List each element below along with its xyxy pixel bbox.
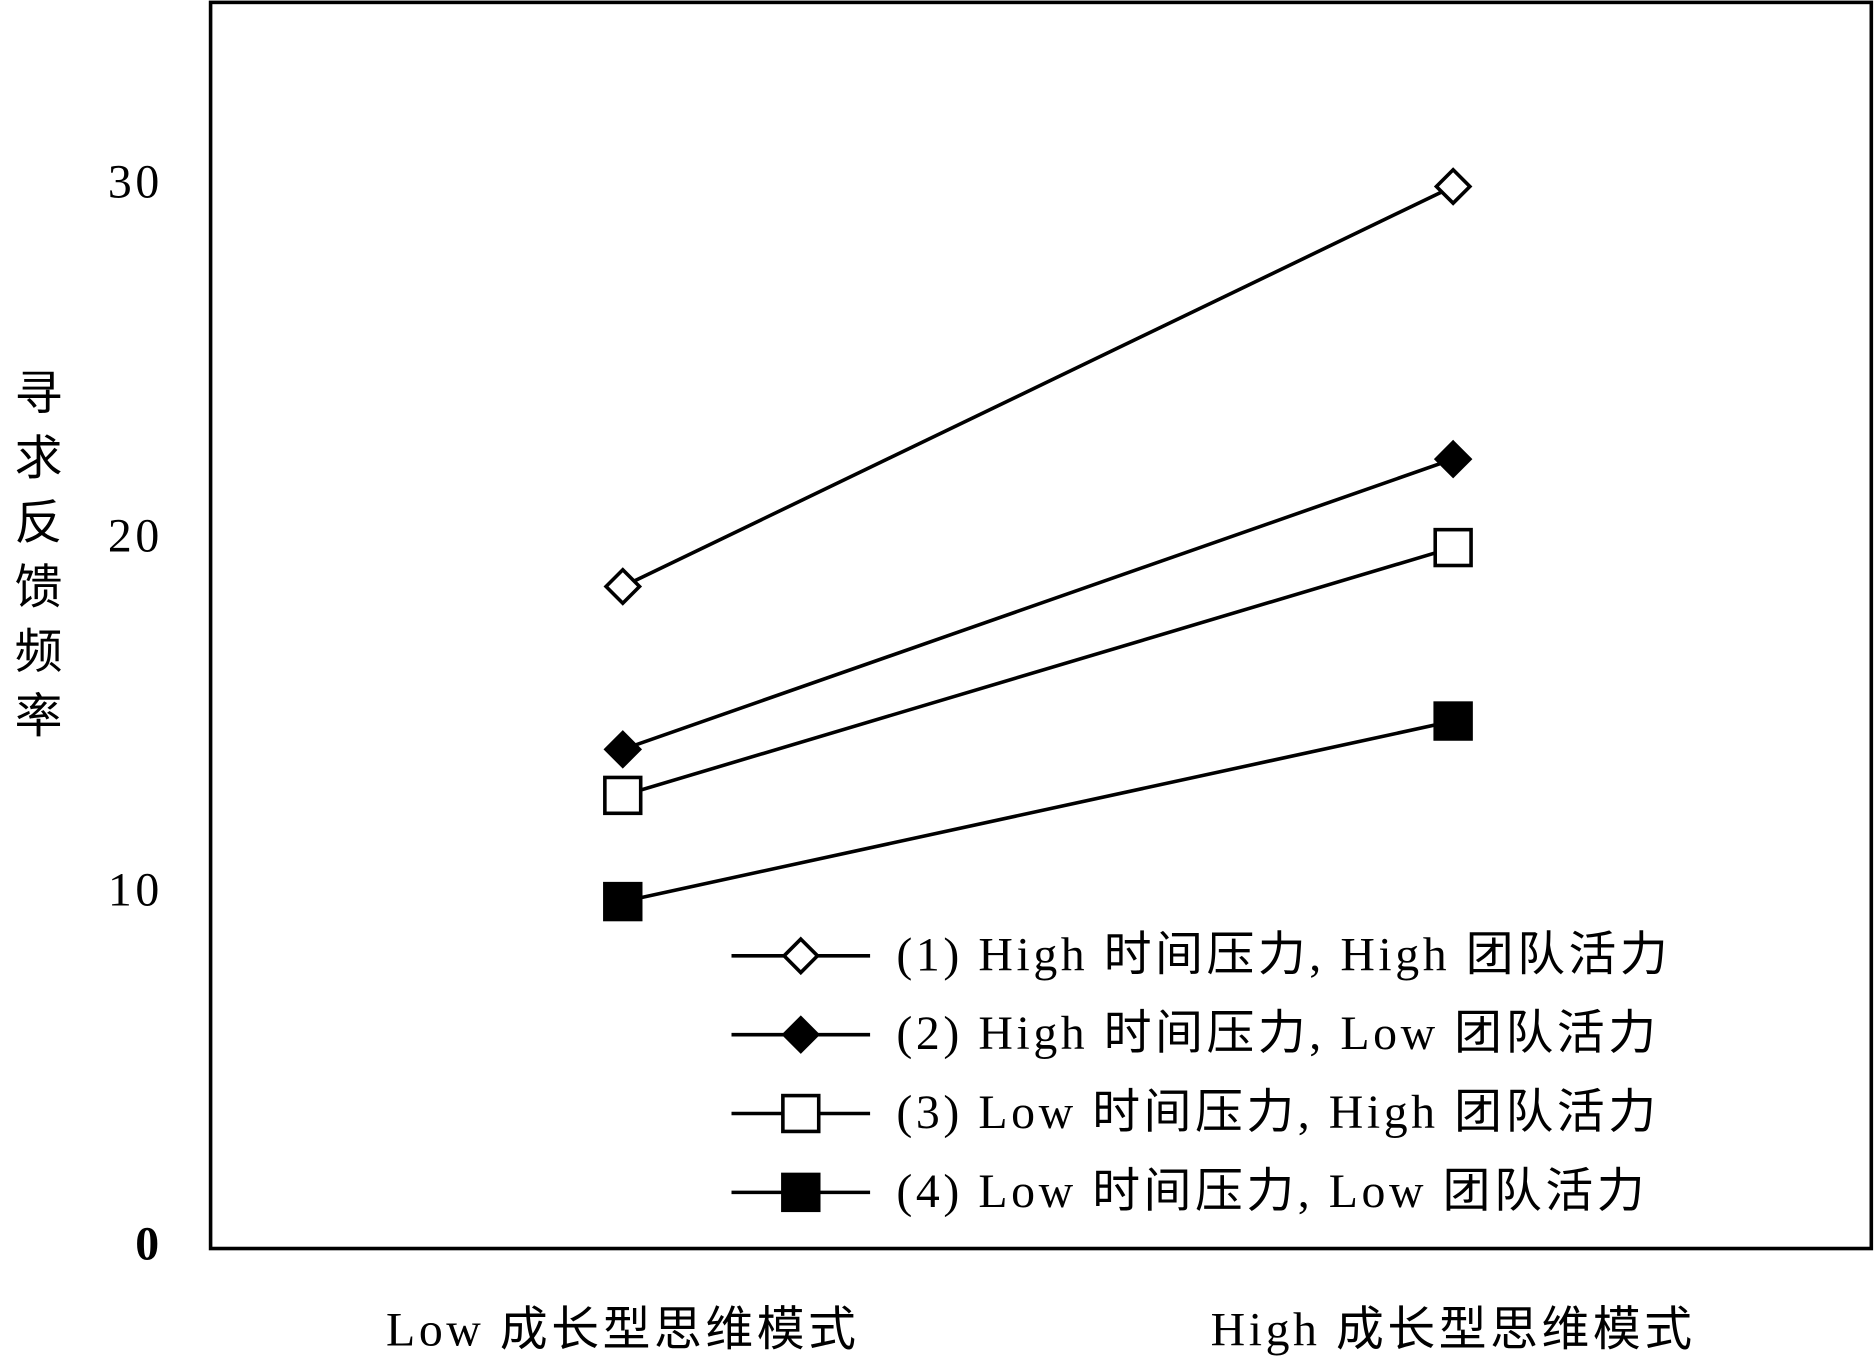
legend-label: (3) Low 时间压力, High 团队活力 [896,1086,1659,1139]
marker-diamond [1433,439,1473,479]
x-tick-label: Low 成长型思维模式 [386,1304,859,1357]
series-line [622,457,1454,752]
series-line [622,184,1454,589]
marker-diamond [603,567,643,606]
y-tick-label: 30 [108,155,163,208]
marker-square [1433,527,1473,568]
legend-label: (4) Low 时间压力, Low 团队活力 [896,1165,1648,1218]
y-tick-label: 0 [135,1217,162,1270]
marker-diamond [781,936,821,976]
legend-label: (1) High 时间压力, High 团队活力 [896,928,1671,981]
series-line [622,719,1454,904]
legend-label: (2) High 时间压力, Low 团队活力 [896,1007,1659,1060]
x-tick-label: High 成长型思维模式 [1211,1304,1696,1357]
plot-frame [208,0,1874,1251]
marker-square [603,881,643,922]
marker-square [603,775,643,816]
marker-square [781,1093,821,1134]
y-tick-label: 10 [108,863,163,916]
y-axis-label: 寻求反馈频率 [7,368,61,755]
marker-diamond [1433,167,1473,206]
marker-diamond [781,1015,821,1054]
marker-diamond [603,730,643,769]
marker-square [781,1172,821,1213]
series-line [622,545,1454,798]
marker-square [1433,701,1473,741]
y-tick-label: 20 [108,509,163,562]
